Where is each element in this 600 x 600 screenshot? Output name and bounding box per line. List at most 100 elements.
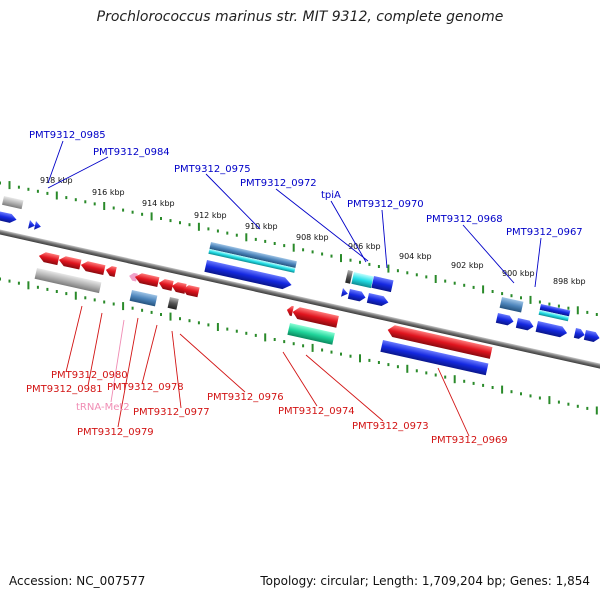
gene-label-bottom: PMT9312_0976: [207, 392, 284, 403]
gene-arrow-reverse[interactable]: [80, 260, 106, 275]
gene-arrow-forward[interactable]: [573, 328, 586, 340]
scale-minor-tick: [207, 227, 210, 231]
scale-minor-tick: [349, 258, 352, 262]
scale-ruler-top: [0, 181, 598, 316]
scale-minor-tick: [150, 310, 153, 314]
scale-minor-tick: [415, 369, 418, 373]
scale-minor-tick: [0, 181, 1, 185]
scale-minor-tick: [368, 262, 371, 266]
gene-pmt9312-0970[interactable]: [371, 276, 394, 293]
scale-minor-tick: [160, 313, 162, 316]
gene-label-bottom: PMT9312_0969: [431, 435, 508, 446]
scale-minor-tick: [330, 350, 333, 354]
scale-minor-tick: [434, 373, 437, 377]
scale-minor-tick: [349, 354, 352, 358]
gene-arrow-forward[interactable]: [583, 330, 600, 343]
gene-arrow-reverse[interactable]: [171, 281, 187, 294]
scale-minor-tick: [264, 239, 267, 243]
gene-arrow-reverse[interactable]: [134, 272, 160, 287]
scale-major-tick: [501, 385, 504, 394]
scale-minor-tick: [36, 285, 39, 289]
scale-label: 908 kbp: [296, 233, 329, 242]
gene-arrow-forward[interactable]: [535, 321, 569, 338]
gene-label-bottom: PMT9312_0977: [133, 407, 210, 418]
scale-minor-tick: [453, 281, 456, 285]
scale-minor-tick: [141, 212, 144, 216]
scale-minor-tick: [273, 242, 276, 245]
scale-minor-tick: [472, 381, 475, 385]
gene-trna-met2[interactable]: [128, 272, 138, 282]
scale-major-tick: [529, 295, 532, 304]
scale-minor-tick: [368, 358, 371, 362]
gene-arrow-forward[interactable]: [515, 318, 535, 331]
gene-arrow-reverse[interactable]: [58, 255, 82, 270]
topology-text: Topology: circular; Length: 1,709,204 bp…: [260, 574, 590, 588]
scale-minor-tick: [179, 317, 181, 321]
gene-arrow-forward[interactable]: [495, 313, 515, 326]
gene-label-top: tpiA: [321, 190, 341, 201]
gene-label-top: PMT9312_0985: [29, 130, 106, 141]
gene-pmt9312-0977[interactable]: [167, 297, 179, 310]
gene-arrow-forward[interactable]: [0, 211, 18, 224]
scale-minor-tick: [538, 396, 541, 400]
scale-minor-tick: [188, 319, 191, 323]
scale-major-tick: [8, 181, 11, 190]
gene-pmt9312-0985[interactable]: [2, 196, 24, 210]
gene-arrow-reverse[interactable]: [38, 251, 60, 266]
scale-minor-tick: [84, 296, 87, 300]
scale-major-tick: [150, 212, 153, 221]
scale-major-tick: [434, 275, 437, 283]
gene-tpia[interactable]: [351, 272, 374, 289]
scale-minor-tick: [131, 306, 134, 310]
gene-arrow-reverse[interactable]: [286, 305, 294, 317]
scale-major-tick: [576, 306, 579, 315]
gene-pmt9312-0978[interactable]: [129, 290, 158, 307]
gene-arrow-reverse[interactable]: [182, 284, 200, 298]
scale-major-tick: [264, 333, 267, 342]
scale-minor-tick: [0, 277, 1, 281]
gene-pmt9312-0972[interactable]: [345, 270, 353, 284]
scale-minor-tick: [112, 302, 115, 306]
gene-arrow-forward[interactable]: [34, 221, 42, 231]
scale-major-tick: [340, 254, 342, 263]
scale-minor-tick: [387, 363, 390, 367]
scale-minor-tick: [292, 342, 295, 346]
scale-minor-tick: [226, 231, 229, 235]
scale-label: 906 kbp: [348, 242, 381, 251]
gene-pmt9312-0974[interactable]: [291, 306, 339, 328]
gene-arrow-forward[interactable]: [341, 288, 349, 298]
gene-pmt9312-0981[interactable]: [34, 268, 102, 294]
scale-minor-tick: [112, 206, 115, 210]
scale-minor-tick: [321, 348, 324, 352]
gene-arrow-reverse[interactable]: [158, 278, 174, 291]
gene-arrow-forward[interactable]: [347, 289, 367, 302]
gene-arrow-forward[interactable]: [28, 220, 36, 230]
gene-pmt9312-0969[interactable]: [380, 340, 489, 376]
gene-pmt9312-0973[interactable]: [386, 324, 493, 359]
scale-minor-tick: [425, 275, 428, 279]
scale-minor-tick: [501, 292, 504, 296]
gene-pmt9312-0975[interactable]: [208, 242, 297, 273]
scale-label: 914 kbp: [142, 199, 175, 208]
scale-major-tick: [292, 243, 295, 252]
scale-minor-tick: [377, 265, 380, 268]
scale-minor-tick: [169, 219, 172, 223]
gene-pmt9312-0967[interactable]: [538, 304, 571, 322]
scale-minor-tick: [586, 406, 589, 410]
scale-minor-tick: [46, 191, 49, 195]
gene-arrow-forward[interactable]: [204, 260, 292, 291]
scale-minor-tick: [254, 237, 257, 241]
scale-minor-tick: [520, 392, 522, 396]
gene-label-top: PMT9312_0984: [93, 147, 170, 158]
gene-pmt9312-0968[interactable]: [499, 297, 524, 313]
gene-teal-block[interactable]: [287, 323, 335, 345]
scale-minor-tick: [520, 296, 522, 300]
scale-minor-tick: [235, 233, 238, 237]
chromosome-backbone: [0, 228, 600, 371]
scale-minor-tick: [302, 248, 305, 252]
gene-arrow-forward[interactable]: [366, 293, 390, 307]
scale-minor-tick: [235, 329, 238, 333]
gene-arrow-reverse[interactable]: [105, 265, 117, 277]
scale-minor-tick: [160, 217, 162, 220]
